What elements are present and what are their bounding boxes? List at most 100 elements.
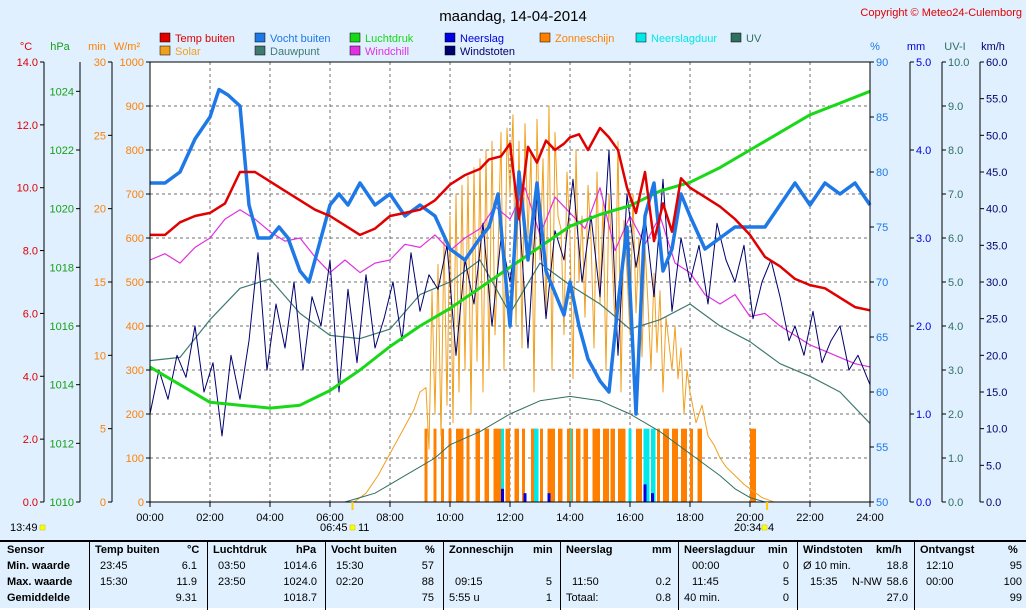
chart-canvas: 0.02.04.06.08.010.012.014.0°C10101012101… bbox=[10, 7, 1022, 534]
max-humidity-time: 02:20 bbox=[336, 576, 364, 588]
axis-tick-label-solar: 300 bbox=[126, 365, 144, 377]
axis-tick-label-uv: 2.0 bbox=[948, 409, 963, 421]
sunshine-bar bbox=[750, 428, 756, 502]
max-rainduration-value: 5 bbox=[782, 576, 789, 588]
sunshine-bar bbox=[475, 428, 480, 502]
axis-tick-label-rain: 3.0 bbox=[916, 233, 931, 245]
min-humidity-time: 15:30 bbox=[336, 560, 364, 572]
x-tick-label: 24:00 bbox=[856, 512, 884, 524]
axis-tick-label-wind: 35.0 bbox=[986, 240, 1007, 252]
axis-unit-pressure: hPa bbox=[50, 41, 70, 53]
series-vocht-buiten bbox=[150, 87, 872, 416]
sunshine-bar bbox=[558, 428, 563, 502]
max-wind-time: 15:35 bbox=[810, 576, 838, 588]
legend-swatch bbox=[444, 45, 456, 56]
sunshine-bar bbox=[697, 428, 702, 502]
solar-line bbox=[150, 105, 870, 503]
avg-rainduration-time: 40 min. bbox=[684, 592, 721, 604]
sunshine-bar bbox=[592, 428, 600, 502]
min-rainduration-time: 00:00 bbox=[692, 560, 720, 572]
axis-tick-label-uv: 6.0 bbox=[948, 233, 963, 245]
axis-tick-label-solar: 0 bbox=[138, 497, 144, 509]
rain-duration-bar bbox=[501, 428, 504, 502]
axis-tick-label-humidity: 90 bbox=[876, 57, 888, 69]
axis-tick-label-minutes: 25 bbox=[94, 130, 106, 142]
max-rainduration-time: 11:45 bbox=[692, 576, 719, 588]
legend-swatch bbox=[730, 32, 742, 43]
axis-tick-label-wind: 15.0 bbox=[986, 387, 1007, 399]
stats-header-temp: Temp buiten bbox=[95, 544, 160, 556]
sunshine-bar bbox=[657, 428, 660, 502]
x-tick-label: 12:00 bbox=[496, 512, 524, 524]
stats-header-humidity: Vocht buiten bbox=[331, 544, 397, 556]
min-reception-value: 95 bbox=[1009, 560, 1022, 572]
legend-label: Luchtdruk bbox=[365, 33, 414, 45]
axis-tick-label-solar: 700 bbox=[126, 189, 144, 201]
axis-tick-label-humidity: 85 bbox=[876, 112, 888, 124]
stats-header-pressure-unit: hPa bbox=[296, 544, 317, 556]
x-tick-label: 08:00 bbox=[376, 512, 404, 524]
rain-duration-bar bbox=[570, 428, 572, 502]
sunshine-bar bbox=[466, 428, 470, 502]
avg-rainduration-value: 0 bbox=[782, 592, 789, 604]
legend-label: Neerslagduur bbox=[651, 33, 717, 45]
min-humidity-value: 57 bbox=[421, 560, 434, 572]
axis-tick-label-wind: 45.0 bbox=[986, 167, 1007, 179]
max-reception-time: 00:00 bbox=[926, 576, 954, 588]
max-rain-time: 11:50 bbox=[572, 576, 599, 588]
avg-rain-label: Totaal: bbox=[566, 592, 599, 604]
sunshine-bar bbox=[540, 428, 543, 502]
rain-duration-bar bbox=[534, 428, 539, 502]
axis-tick-label-pressure: 1010 bbox=[50, 497, 74, 509]
axis-tick-label-wind: 40.0 bbox=[986, 204, 1007, 216]
axis-tick-label-humidity: 70 bbox=[876, 277, 888, 289]
sunshine-bar bbox=[522, 428, 525, 502]
sunrise-time-label: 06:45 bbox=[320, 522, 348, 534]
stats-header-rain-unit: mm bbox=[652, 544, 672, 556]
max-pressure-value: 1024.0 bbox=[283, 576, 317, 588]
legend-swatch bbox=[254, 32, 266, 43]
axis-tick-label-uv: 1.0 bbox=[948, 453, 963, 465]
rain-duration-bar bbox=[628, 428, 632, 502]
sunshine-bar bbox=[424, 428, 428, 502]
rain-bar bbox=[651, 493, 654, 502]
x-tick-label: 20:00 bbox=[736, 512, 764, 524]
stats-header-reception: Ontvangst bbox=[920, 544, 975, 556]
sunshine-bar bbox=[441, 428, 444, 502]
max-sunshine-time: 09:15 bbox=[455, 576, 483, 588]
sunshine-bar bbox=[610, 428, 615, 502]
sunshine-bar bbox=[505, 428, 510, 502]
sunshine-bar bbox=[456, 428, 464, 502]
min-temp-time: 23:45 bbox=[100, 560, 128, 572]
stats-header-wind: Windstoten bbox=[803, 544, 863, 556]
axis-tick-label-rain: 4.0 bbox=[916, 145, 931, 157]
axis-tick-label-wind: 30.0 bbox=[986, 277, 1007, 289]
axis-tick-label-minutes: 15 bbox=[94, 277, 106, 289]
x-tick-label: 02:00 bbox=[196, 512, 224, 524]
axis-tick-label-wind: 5.0 bbox=[986, 460, 1001, 472]
sunset-value-label: 4 bbox=[768, 522, 774, 534]
sunshine-bar bbox=[663, 428, 669, 502]
axis-tick-label-solar: 600 bbox=[126, 233, 144, 245]
legend-label: Windchill bbox=[365, 46, 409, 58]
axis-tick-label-minutes: 0 bbox=[100, 497, 106, 509]
max-sunshine-value: 5 bbox=[545, 576, 552, 588]
axis-tick-label-uv: 8.0 bbox=[948, 145, 963, 157]
min-rainduration-value: 0 bbox=[782, 560, 789, 572]
avg-humidity-value: 75 bbox=[421, 592, 434, 604]
legend-swatch bbox=[159, 45, 171, 56]
stats-min-label: Min. waarde bbox=[7, 560, 70, 572]
series-uv bbox=[150, 395, 870, 503]
axis-tick-label-humidity: 80 bbox=[876, 167, 888, 179]
min-pressure-value: 1014.6 bbox=[283, 560, 317, 572]
x-tick-label: 00:00 bbox=[136, 512, 164, 524]
axis-tick-label-uv: 7.0 bbox=[948, 189, 963, 201]
stats-header-pressure: Luchtdruk bbox=[213, 544, 267, 556]
rain-duration-bar bbox=[643, 428, 650, 502]
axis-tick-label-temp: 10.0 bbox=[17, 183, 38, 195]
axis-tick-label-wind: 25.0 bbox=[986, 314, 1007, 326]
legend-swatch bbox=[444, 32, 456, 43]
stats-avg-row: Gemiddelde 9.31 1018.7 75 5:55 u 1 Totaa… bbox=[0, 592, 1026, 608]
series-windstoten bbox=[149, 149, 871, 437]
legend-label: Dauwpunt bbox=[270, 46, 320, 58]
